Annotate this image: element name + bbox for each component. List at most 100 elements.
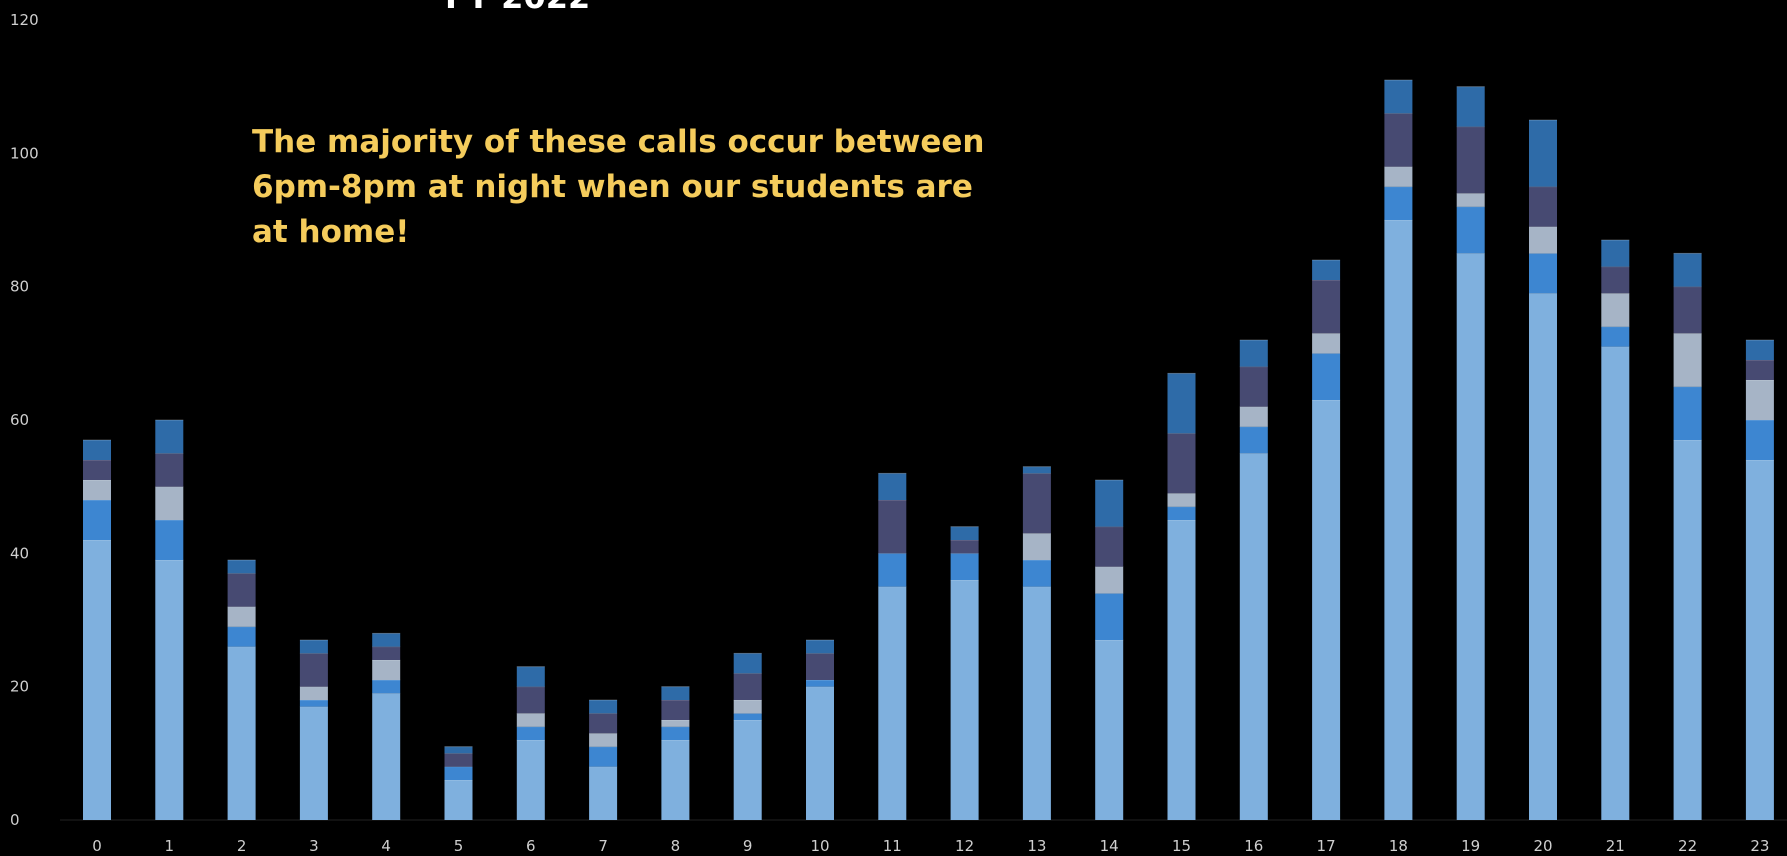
bar-segment: [83, 460, 111, 480]
bar-segment: [1673, 253, 1702, 287]
bar-segment: [444, 780, 473, 820]
chart-annotation: The majority of these calls occur betwee…: [252, 124, 985, 250]
bars-group: [83, 79, 1774, 821]
bar-segment: [1384, 186, 1413, 220]
x-tick-label: 22: [1678, 837, 1697, 855]
bar-segment: [1022, 560, 1051, 587]
x-tick-label: 4: [381, 837, 391, 855]
bar-segment: [733, 653, 762, 674]
bar-segment: [227, 560, 256, 574]
bar-segment: [1239, 426, 1268, 454]
bar-segment: [950, 580, 979, 820]
bar-segment: [1095, 480, 1124, 527]
x-tick-label: 14: [1100, 837, 1119, 855]
bar-segment: [155, 453, 184, 487]
x-tick-label: 19: [1461, 837, 1480, 855]
bar-segment: [372, 680, 401, 694]
bar-segment: [155, 560, 184, 820]
bar-segment: [806, 640, 834, 654]
bar-segment: [1239, 340, 1268, 367]
bar-segment: [733, 720, 762, 820]
bar-segment: [83, 500, 111, 540]
x-tick-label: 7: [598, 837, 608, 855]
bar-segment: [1239, 406, 1268, 427]
bar-segment: [1095, 566, 1124, 594]
bar-segment: [1456, 126, 1485, 194]
bar-segment: [1167, 506, 1196, 520]
x-tick-label: 23: [1750, 837, 1769, 855]
bar-segment: [661, 740, 690, 820]
bar-segment: [1745, 340, 1774, 360]
bar-segment: [1456, 86, 1485, 127]
bar-segment: [227, 626, 256, 647]
bar-segment: [372, 693, 401, 820]
bar-segment: [950, 540, 979, 554]
x-tick-label: 0: [92, 837, 102, 855]
bar-segment: [1601, 240, 1630, 267]
bar-segment: [1745, 380, 1774, 420]
x-tick-label: 11: [883, 837, 902, 855]
y-tick-label: 20: [10, 678, 29, 696]
y-tick-label: 100: [10, 144, 39, 162]
bar-segment: [299, 700, 328, 707]
x-tick-label: 17: [1317, 837, 1336, 855]
bar-segment: [372, 633, 401, 647]
bar-segment: [950, 553, 979, 580]
bar-segment: [1312, 260, 1341, 280]
bar-segment: [878, 553, 907, 587]
bar-segment: [1022, 533, 1051, 560]
y-tick-label: 80: [10, 278, 29, 296]
bar-segment: [733, 673, 762, 700]
bar-segment: [299, 640, 328, 654]
bar-segment: [1673, 333, 1702, 387]
bar-segment: [1673, 286, 1702, 334]
bar-segment: [1456, 253, 1485, 821]
bar-segment: [1312, 333, 1341, 354]
bar-segment: [1529, 186, 1557, 227]
bar-segment: [155, 486, 184, 520]
bar-segment: [1601, 266, 1630, 294]
bar-segment: [806, 653, 834, 680]
bar-segment: [155, 420, 184, 454]
bar-segment: [806, 686, 834, 820]
bar-segment: [950, 526, 979, 540]
bar-segment: [299, 686, 328, 700]
bar-segment: [1529, 253, 1557, 294]
y-tick-label: 120: [10, 11, 39, 29]
bar-segment: [878, 586, 907, 820]
bar-segment: [516, 666, 545, 687]
bar-segment: [1384, 113, 1413, 167]
bar-segment: [227, 573, 256, 607]
bar-segment: [1312, 353, 1341, 400]
bar-segment: [661, 726, 690, 740]
y-tick-label: 0: [10, 811, 20, 829]
bar-segment: [1601, 293, 1630, 327]
bar-segment: [1167, 433, 1196, 494]
bar-segment: [1745, 360, 1774, 380]
bar-segment: [1601, 326, 1630, 347]
x-tick-label: 1: [165, 837, 175, 855]
bar-segment: [661, 686, 690, 700]
bar-segment: [1745, 420, 1774, 460]
bar-segment: [83, 440, 111, 460]
bar-segment: [1456, 206, 1485, 254]
bar-segment: [661, 700, 690, 720]
bar-segment: [661, 720, 690, 727]
bar-segment: [1601, 346, 1630, 820]
x-tick-labels: 0 1 2 3 4 5 6 7 8 9 10 11 12 13 14 15 16 17 18 19 20 21 22 23: [92, 837, 1769, 855]
bar-segment: [1167, 520, 1196, 820]
bar-segment: [1529, 226, 1557, 254]
bar-segment: [1095, 526, 1124, 567]
bar-segment: [1529, 120, 1557, 187]
bar-segment: [589, 700, 618, 714]
bar-segment: [227, 606, 256, 627]
bar-segment: [227, 646, 256, 820]
bar-segment: [1673, 440, 1702, 820]
bar-segment: [444, 753, 473, 767]
y-tick-labels: 0 20 40 60 80 100 120: [10, 11, 39, 829]
bar-segment: [1312, 280, 1341, 334]
bar-segment: [1312, 400, 1341, 820]
x-tick-label: 20: [1533, 837, 1552, 855]
bar-segment: [1022, 586, 1051, 820]
x-tick-label: 9: [743, 837, 753, 855]
